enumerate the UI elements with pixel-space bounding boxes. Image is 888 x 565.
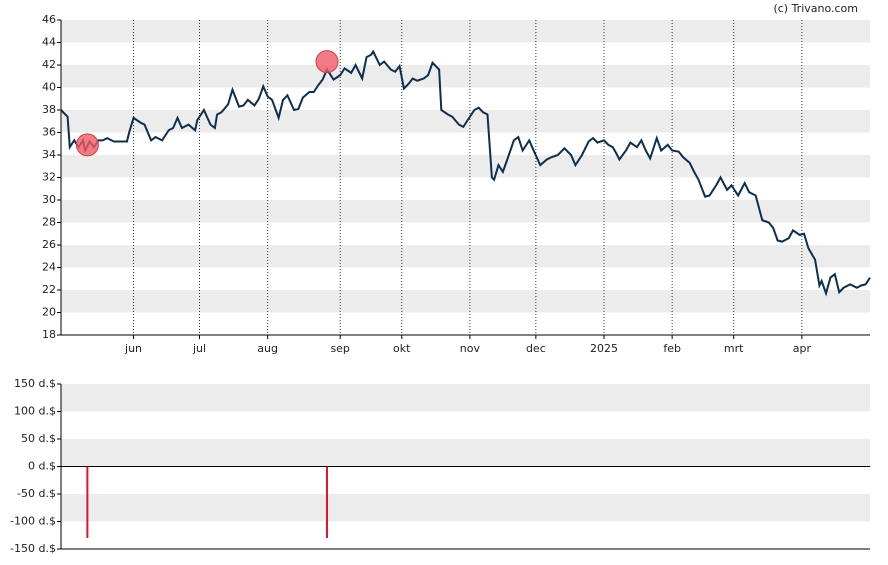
grid-band (61, 200, 870, 223)
y-tick-label: 44 (42, 36, 56, 49)
x-tick-label: apr (793, 342, 812, 355)
y-tick-label: 24 (42, 261, 56, 274)
y-tick-label: 30 (42, 193, 56, 206)
grid-band (61, 290, 870, 313)
price-line (60, 49, 871, 297)
x-tick-label: mrt (724, 342, 744, 355)
grid-band (61, 20, 870, 43)
y-tick-label: -150 d.$ (10, 542, 56, 555)
trade-marker (75, 133, 99, 157)
y-tick-label: 34 (42, 148, 56, 161)
y-tick-label: -50 d.$ (17, 487, 56, 500)
y-tick-label: 46 (42, 13, 56, 26)
y-tick-label: 22 (42, 283, 56, 296)
y-tick-label: 50 d.$ (21, 432, 56, 445)
x-tick-label: feb (663, 342, 681, 355)
trade-marker (315, 50, 339, 74)
grid-band (61, 245, 870, 268)
y-tick-label: 28 (42, 216, 56, 229)
y-tick-label: -100 d.$ (10, 515, 56, 528)
x-tick-label: sep (330, 342, 349, 355)
x-tick-label: aug (257, 342, 278, 355)
y-tick-label: 26 (42, 238, 56, 251)
grid-band (61, 439, 870, 467)
credit: (c) Trivano.com (773, 2, 858, 15)
x-tick-label: jun (124, 342, 142, 355)
y-tick-label: 18 (42, 328, 56, 341)
grid-band (61, 110, 870, 133)
y-tick-label: 100 d.$ (14, 405, 56, 418)
y-tick-label: 150 d.$ (14, 377, 56, 390)
grid-band (61, 65, 870, 88)
x-tick-label: nov (460, 342, 481, 355)
x-tick-label: dec (526, 342, 546, 355)
y-tick-label: 0 d.$ (28, 460, 56, 473)
grid-band (61, 155, 870, 178)
y-tick-label: 20 (42, 306, 56, 319)
x-tick-label: 2025 (590, 342, 618, 355)
y-tick-label: 38 (42, 103, 56, 116)
y-tick-label: 36 (42, 126, 56, 139)
x-tick-label: jul (192, 342, 206, 355)
y-tick-label: 32 (42, 171, 56, 184)
y-tick-label: 42 (42, 58, 56, 71)
grid-band (61, 494, 870, 522)
y-tick-label: 40 (42, 81, 56, 94)
grid-band (61, 384, 870, 412)
x-tick-label: okt (393, 342, 411, 355)
